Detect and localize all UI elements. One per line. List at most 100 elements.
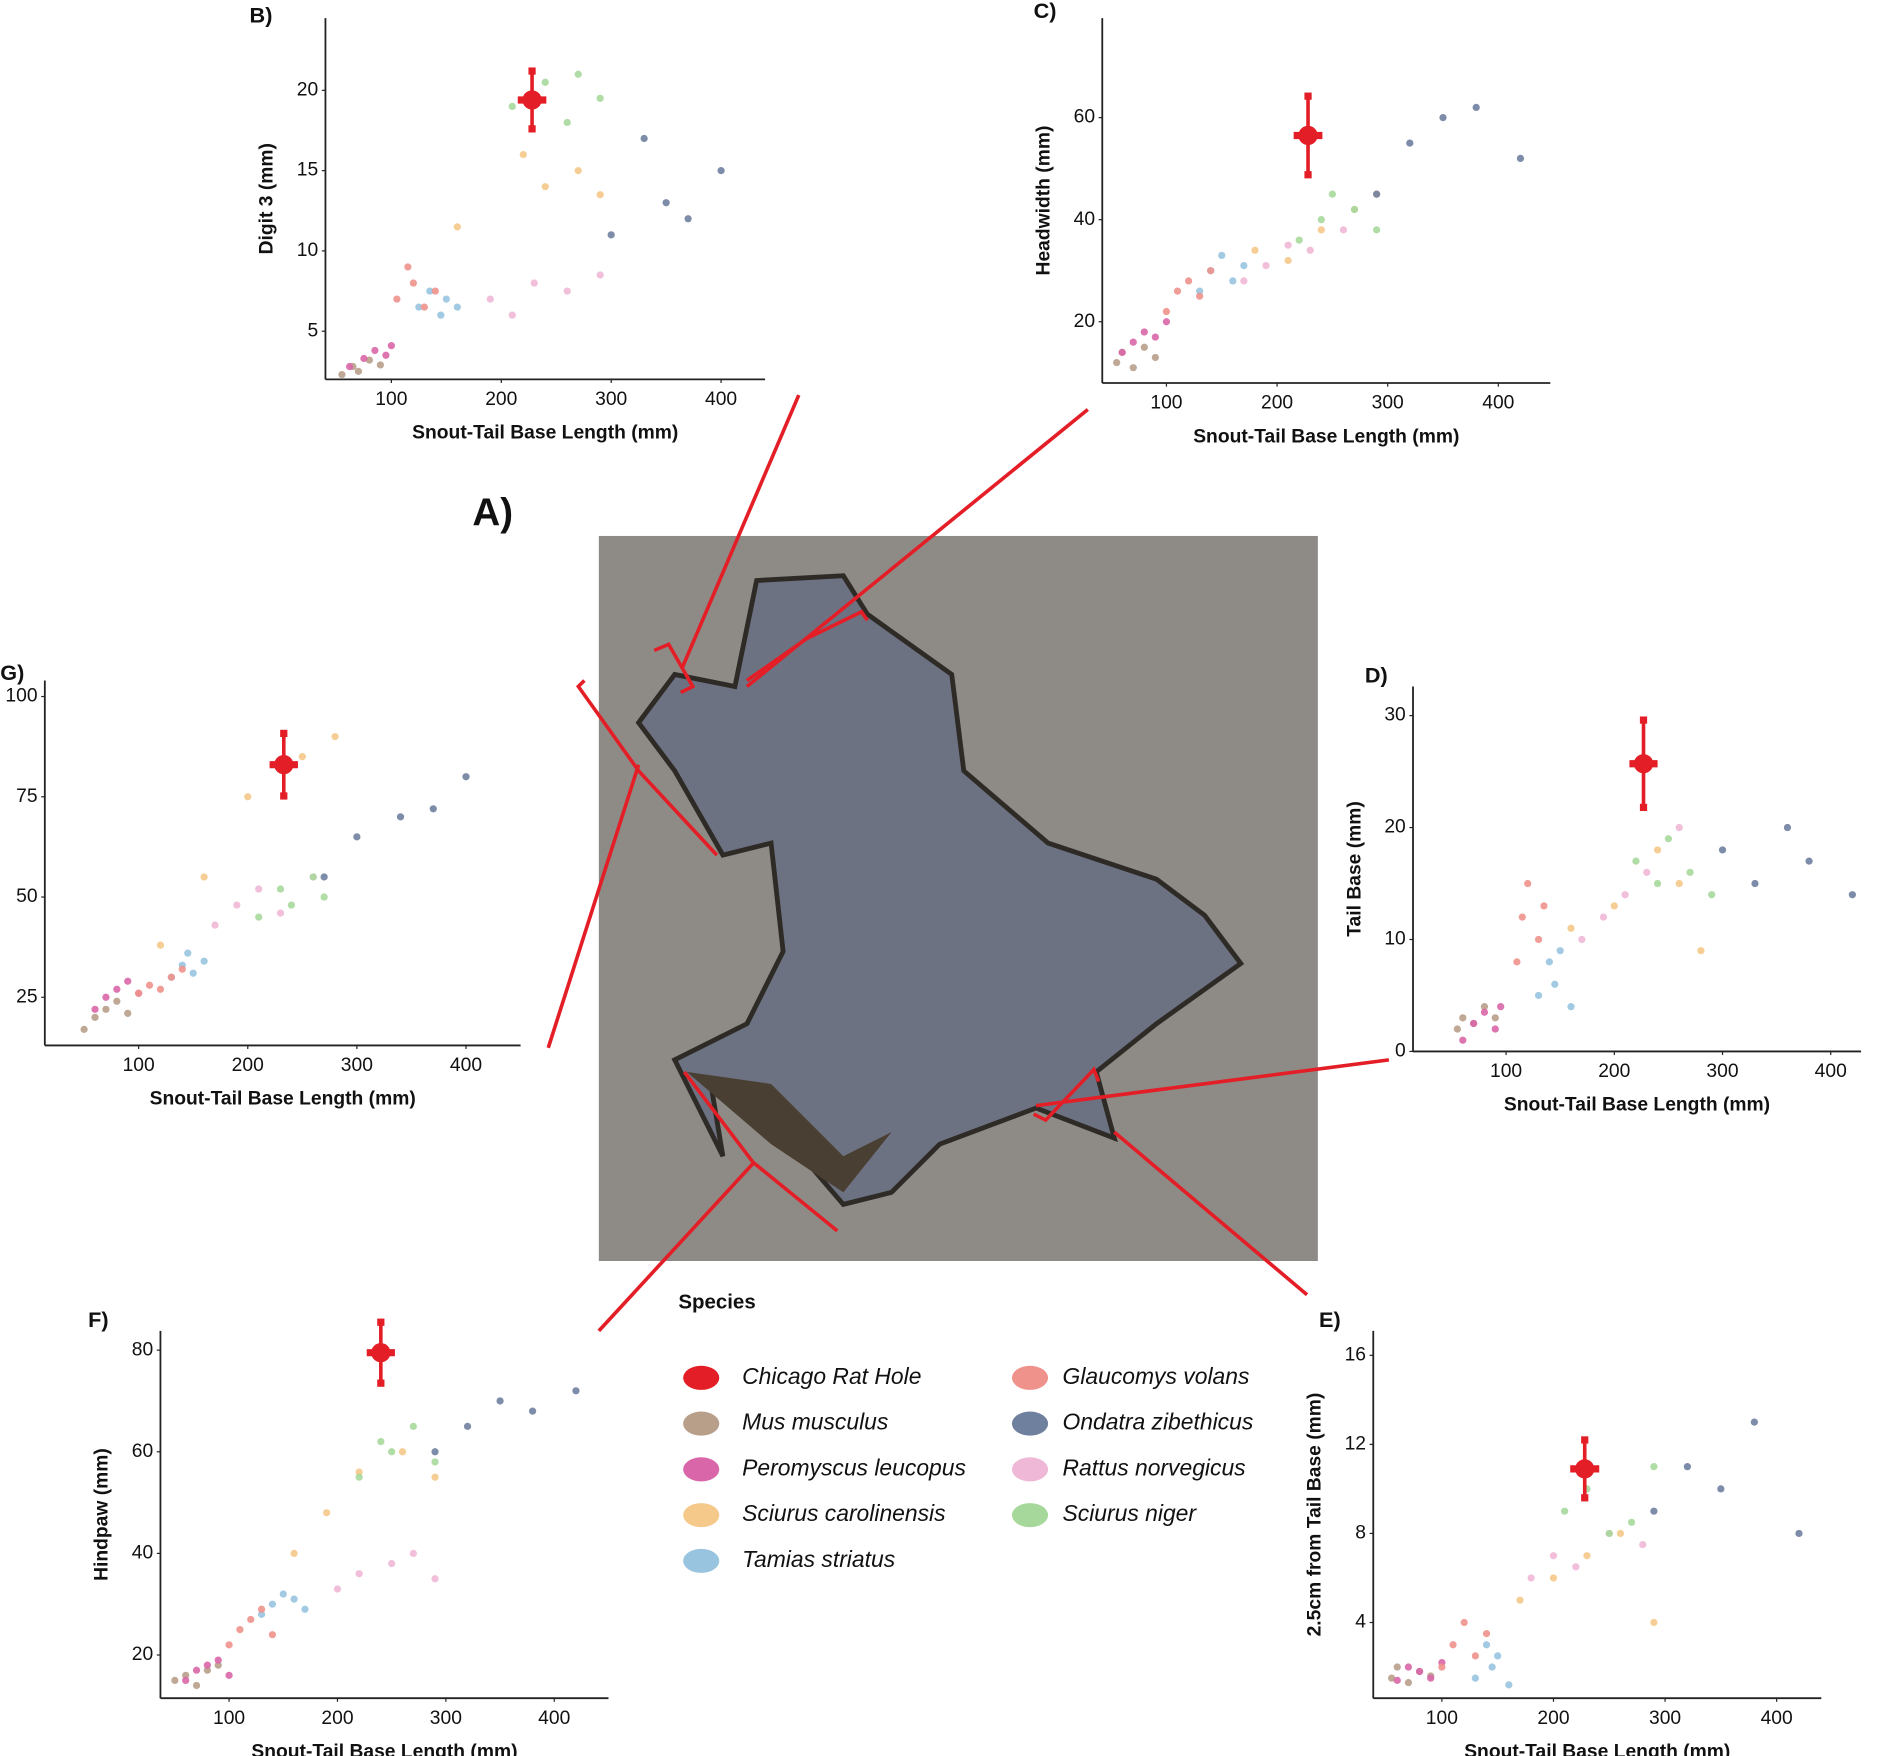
x-tick-label: 300: [1372, 393, 1404, 414]
point: [572, 1387, 580, 1395]
point: [182, 1676, 190, 1685]
point: [214, 1656, 222, 1664]
point: [200, 873, 208, 881]
point: [274, 755, 294, 775]
point: [1717, 1485, 1725, 1493]
error-cap: [377, 1379, 385, 1387]
point: [1494, 1652, 1502, 1660]
y-axis-label: Headwidth (mm): [1034, 126, 1055, 276]
point: [388, 1559, 396, 1568]
point: [371, 1343, 391, 1363]
y-axis-label: Digit 3 (mm): [257, 143, 278, 254]
y-tick-label: 20: [132, 1644, 153, 1665]
x-tick-label: 400: [1482, 393, 1514, 414]
point: [1556, 947, 1564, 955]
x-axis-label: Snout-Tail Base Length (mm): [251, 1741, 517, 1756]
point: [1328, 190, 1336, 198]
point: [393, 295, 401, 303]
point: [225, 1641, 233, 1649]
point: [1516, 154, 1525, 163]
point: [684, 215, 692, 223]
x-tick-label: 100: [1426, 1708, 1458, 1729]
y-tick-label: 10: [1384, 929, 1405, 950]
point: [404, 263, 412, 271]
point: [1151, 353, 1159, 362]
point: [268, 1631, 277, 1639]
point: [1162, 307, 1171, 316]
point: [1627, 1518, 1636, 1526]
point: [214, 1661, 222, 1669]
point: [1207, 267, 1215, 275]
point: [1616, 1529, 1625, 1538]
error-cap: [1639, 803, 1648, 812]
point: [453, 303, 461, 311]
point: [486, 295, 494, 303]
point: [563, 287, 571, 295]
y-tick-label: 0: [1395, 1041, 1406, 1062]
point: [1643, 868, 1651, 876]
point: [354, 367, 363, 375]
point: [1284, 256, 1292, 265]
point: [437, 311, 445, 319]
point: [1848, 891, 1856, 899]
error-cap: [528, 67, 536, 75]
point: [1686, 868, 1694, 876]
y-tick-label: 40: [132, 1542, 153, 1563]
error-cap: [1304, 92, 1312, 100]
y-tick-label: 15: [297, 160, 318, 181]
point: [1488, 1663, 1496, 1671]
point: [1718, 846, 1727, 854]
point: [1605, 1529, 1613, 1538]
point: [371, 346, 379, 355]
point: [1675, 823, 1683, 832]
point: [398, 1448, 407, 1456]
point: [257, 1605, 266, 1613]
legend-icon: [683, 1503, 720, 1528]
y-tick-label: 50: [16, 886, 37, 907]
y-tick-label: 100: [5, 686, 37, 707]
point: [290, 1595, 298, 1603]
point: [1459, 1036, 1467, 1044]
point: [1513, 958, 1521, 966]
point: [301, 1605, 309, 1613]
point: [1534, 935, 1543, 944]
point: [1306, 246, 1314, 254]
point: [1549, 1574, 1558, 1582]
panel-a-label: A): [472, 492, 513, 535]
point: [1664, 835, 1673, 843]
point: [365, 356, 374, 364]
point: [1184, 277, 1193, 285]
point: [496, 1397, 504, 1405]
point: [1406, 139, 1414, 147]
panel-label: E): [1319, 1307, 1341, 1332]
point: [1610, 902, 1618, 910]
point: [233, 901, 241, 909]
point: [1527, 1574, 1535, 1582]
point: [1650, 1618, 1658, 1627]
point: [662, 199, 670, 207]
point: [431, 1473, 439, 1481]
point: [1129, 338, 1137, 346]
x-tick-label: 300: [1649, 1708, 1681, 1729]
point: [1298, 125, 1318, 146]
point: [1113, 358, 1121, 367]
point: [203, 1666, 211, 1674]
point: [1295, 236, 1303, 244]
point: [338, 370, 346, 379]
point: [102, 1005, 110, 1013]
point: [1751, 879, 1759, 888]
y-tick-label: 60: [132, 1441, 153, 1462]
point: [1534, 991, 1543, 1000]
point: [426, 287, 434, 295]
x-tick-label: 200: [1598, 1061, 1630, 1082]
point: [508, 311, 516, 319]
point: [203, 1661, 211, 1669]
point: [409, 279, 417, 287]
point: [1795, 1529, 1803, 1538]
error-cap: [280, 792, 288, 800]
x-axis-label: Snout-Tail Base Length (mm): [150, 1089, 416, 1110]
point: [1491, 1014, 1499, 1022]
point: [1482, 1630, 1491, 1638]
point: [1783, 823, 1792, 832]
point: [211, 921, 219, 929]
